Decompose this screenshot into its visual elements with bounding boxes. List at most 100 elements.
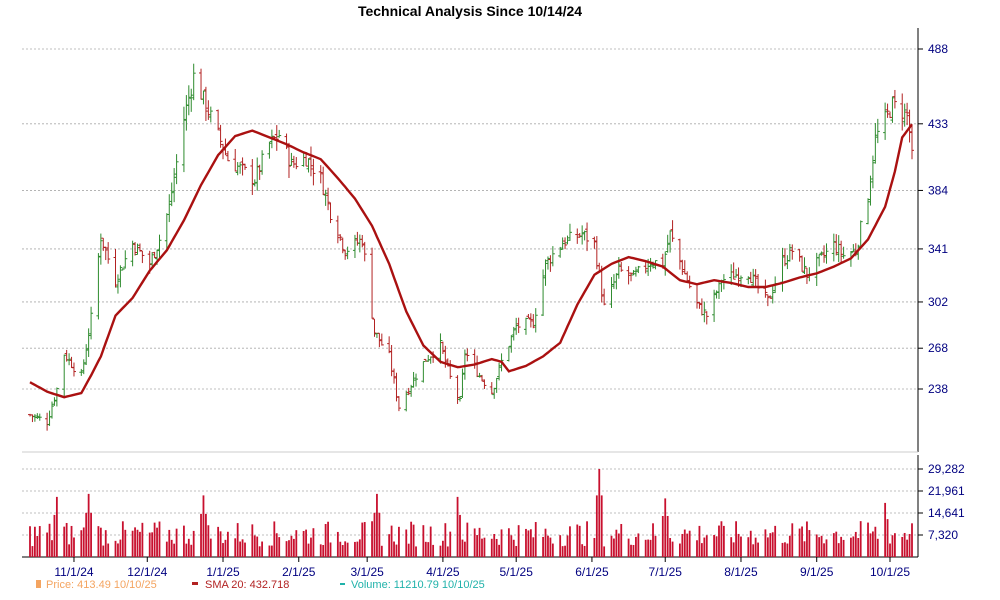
price-bar <box>121 268 125 270</box>
volume-bar <box>806 521 808 557</box>
date-tick-label: 10/1/25 <box>870 565 910 579</box>
volume-bar <box>310 538 312 557</box>
volume-bar <box>718 526 720 557</box>
price-bar <box>514 318 518 335</box>
price-bar <box>609 277 613 308</box>
volume-bar <box>396 545 398 557</box>
volume-bar <box>466 523 468 557</box>
volume-bar <box>843 540 845 557</box>
volume-bar <box>738 534 740 557</box>
volume-bar <box>374 513 376 557</box>
volume-bar <box>550 538 552 557</box>
price-bar <box>876 119 880 143</box>
volume-bar <box>364 522 366 557</box>
volume-bar <box>767 537 769 557</box>
price-bar <box>695 284 699 309</box>
volume-bar <box>877 539 879 557</box>
volume-bar <box>579 526 581 557</box>
volume-bar <box>107 544 109 557</box>
volume-bar <box>183 526 185 557</box>
price-bar <box>824 243 828 263</box>
volume-bar <box>251 524 253 557</box>
volume-bar <box>686 534 688 557</box>
volume-bar <box>413 525 415 557</box>
price-bar <box>888 112 892 119</box>
price-bar <box>546 256 550 269</box>
volume-bar <box>359 539 361 557</box>
volume-bar <box>650 540 652 557</box>
price-bar <box>87 328 91 357</box>
price-bar <box>38 414 42 421</box>
price-bar <box>123 250 127 268</box>
volume-bar <box>757 543 759 557</box>
price-bar <box>62 355 66 397</box>
volume-bar <box>909 534 911 557</box>
volume-bar <box>80 530 82 557</box>
volume-bar <box>286 541 288 557</box>
volume-bar <box>850 538 852 557</box>
volume-bar <box>655 536 657 557</box>
price-bar <box>324 190 328 206</box>
volume-bar <box>422 525 424 557</box>
price-bar <box>370 248 374 319</box>
volume-bar <box>887 519 889 557</box>
volume-bar <box>381 546 383 557</box>
price-bar <box>70 357 74 368</box>
volume-bar <box>378 513 380 557</box>
price-bar <box>592 237 596 249</box>
price-legend-label: Price: 413.49 10/10/25 <box>46 579 157 591</box>
volume-bar <box>342 545 344 557</box>
volume-bar <box>149 533 151 557</box>
volume-bar <box>667 516 669 557</box>
volume-bar <box>308 544 310 557</box>
volume-bar <box>474 528 476 557</box>
volume-bar <box>874 527 876 557</box>
price-bars <box>28 64 914 431</box>
volume-bar <box>457 497 459 557</box>
price-bar <box>893 90 897 109</box>
volume-bar <box>552 544 554 557</box>
volume-bar <box>154 523 156 557</box>
price-bar <box>790 244 794 259</box>
volume-bar <box>210 539 212 557</box>
price-bar <box>96 253 100 319</box>
volume-bar <box>860 521 862 557</box>
volume-bar <box>56 497 58 557</box>
price-bar <box>614 273 618 289</box>
price-bar <box>910 126 914 159</box>
volume-bar <box>752 544 754 557</box>
price-bar <box>353 235 357 258</box>
volume-bar <box>906 540 908 557</box>
volume-bar <box>747 537 749 557</box>
volume-bar <box>185 544 187 557</box>
price-bar <box>629 273 633 282</box>
price-bar <box>580 225 584 244</box>
price-bar <box>734 269 738 278</box>
price-bar <box>45 413 49 431</box>
volume-bar <box>791 523 793 557</box>
volume-bar <box>567 535 569 557</box>
volume-bar <box>376 494 378 557</box>
price-bar <box>184 95 188 131</box>
volume-bar <box>276 533 278 557</box>
volume-bar <box>442 541 444 557</box>
volume-bar <box>664 498 666 557</box>
volume-bar <box>102 546 104 557</box>
volume-bar <box>371 521 373 557</box>
volume-bar <box>36 536 38 557</box>
volume-bar <box>672 542 674 557</box>
volume-bar <box>476 535 478 557</box>
volume-bar <box>200 514 202 557</box>
volume-bar <box>481 539 483 557</box>
price-bar <box>289 153 293 166</box>
price-bar <box>241 157 245 175</box>
price-bar <box>260 150 264 175</box>
volume-bar <box>721 521 723 557</box>
date-tick-label: 8/1/25 <box>724 565 758 579</box>
volume-bar <box>166 542 168 557</box>
chart-title: Technical Analysis Since 10/14/24 <box>358 3 582 19</box>
volume-bar <box>330 542 332 557</box>
volume-bar <box>134 527 136 557</box>
volume-bar <box>408 544 410 557</box>
